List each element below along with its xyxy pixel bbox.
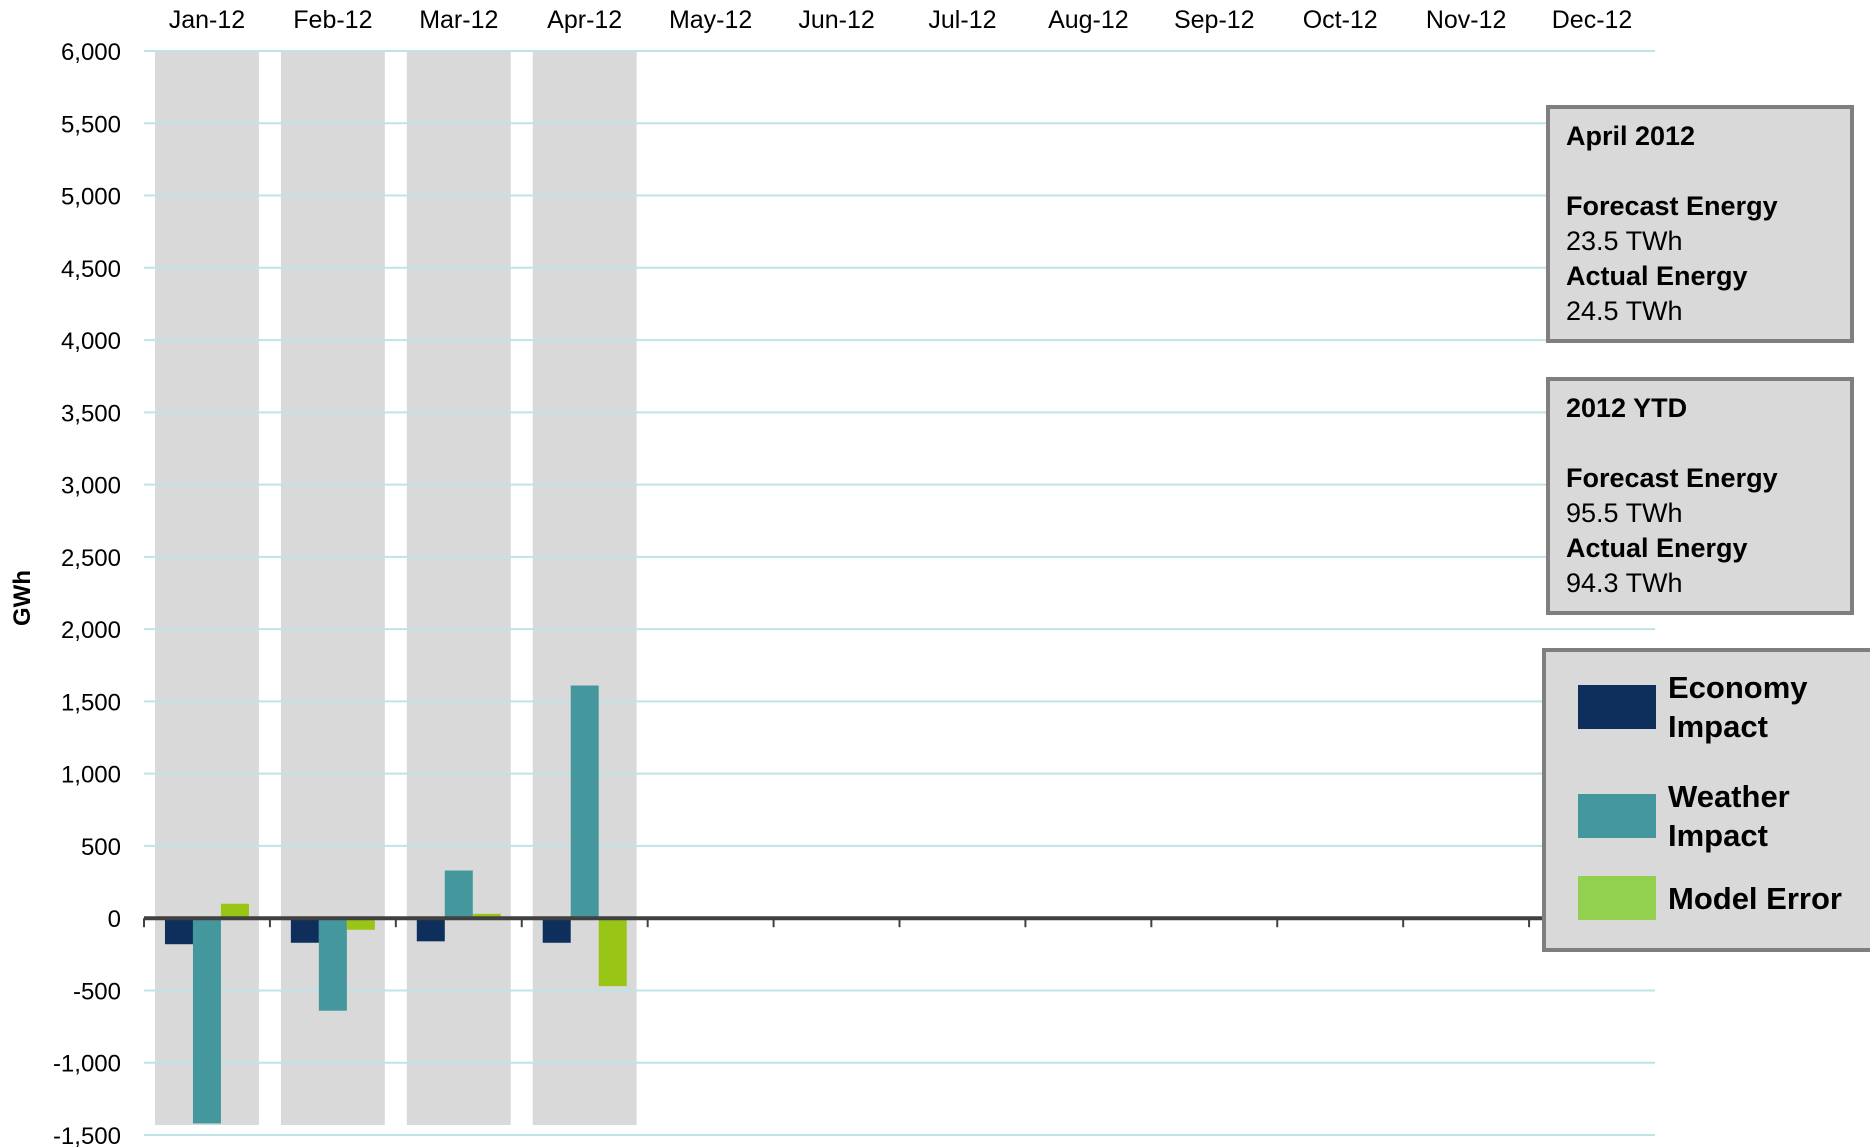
summary-spacer — [1566, 154, 1834, 189]
bar-economy-impact — [416, 918, 445, 942]
y-tick-label: 500 — [81, 834, 121, 861]
x-category-label: May-12 — [669, 6, 752, 34]
legend-label-model-error: Model Error — [1668, 880, 1842, 916]
bar-weather-impact — [570, 685, 599, 919]
y-tick-label: 1,000 — [61, 762, 121, 789]
y-tick-label: 2,500 — [61, 545, 121, 572]
bar-model-error — [598, 918, 627, 987]
actual-energy-label: Actual Energy — [1566, 533, 1748, 563]
legend-item-weather-impact: Weather Impact — [1578, 777, 1790, 855]
y-tick-label: 4,500 — [61, 256, 121, 283]
legend-label-weather-impact: Weather Impact — [1668, 779, 1790, 853]
y-tick-label: 5,000 — [61, 184, 121, 211]
x-category-label: Dec-12 — [1552, 6, 1633, 34]
summary-heading: 2012 YTD — [1566, 393, 1688, 423]
y-tick-label: 4,000 — [61, 328, 121, 355]
actual-energy-value: 24.5 TWh — [1566, 296, 1683, 326]
x-category-label: Jul-12 — [928, 6, 996, 34]
bar-weather-impact — [444, 870, 473, 919]
x-category-label: Feb-12 — [293, 6, 372, 34]
summary-heading: April 2012 — [1566, 121, 1696, 151]
x-category-label: Nov-12 — [1426, 6, 1507, 34]
y-tick-label: 5,500 — [61, 111, 121, 138]
bar-model-error — [472, 913, 501, 919]
bar-model-error — [220, 903, 249, 919]
x-category-label: Sep-12 — [1174, 6, 1255, 34]
legend-swatch-economy-impact — [1578, 685, 1656, 729]
bar-model-error — [346, 918, 375, 930]
legend-item-model-error: Model Error — [1578, 876, 1842, 920]
month-shading-layer — [155, 51, 637, 1125]
bar-economy-impact — [164, 918, 193, 945]
forecast-energy-label: Forecast Energy — [1566, 191, 1778, 221]
y-tick-label: 1,500 — [61, 689, 121, 716]
actual-energy-label: Actual Energy — [1566, 261, 1748, 291]
axes: 6,000 5,500 5,000 4,500 4,000 3,500 3,000 2,500… — [53, 6, 1656, 1147]
y-tick-label: 3,000 — [61, 473, 121, 500]
y-tick-label: -1,000 — [53, 1051, 121, 1078]
bars — [164, 685, 627, 1124]
shaded-month-panel — [406, 51, 511, 1125]
y-tick-label: 0 — [108, 906, 121, 933]
x-category-label: Jan-12 — [169, 6, 245, 34]
ytd-2012-summary-box: 2012 YTD Forecast Energy 95.5 TWh Actual… — [1546, 377, 1854, 615]
bar-economy-impact — [290, 918, 319, 943]
bar-weather-impact — [318, 918, 347, 1011]
x-category-label: Mar-12 — [419, 6, 498, 34]
summary-spacer — [1566, 426, 1834, 461]
legend-swatch-weather-impact — [1578, 794, 1656, 838]
y-tick-label: -1,500 — [53, 1123, 121, 1147]
gridlines — [144, 50, 1655, 1136]
y-tick-label: 2,000 — [61, 617, 121, 644]
april-2012-summary-box: April 2012 Forecast Energy 23.5 TWh Actu… — [1546, 105, 1854, 343]
legend-label-economy-impact: Economy Impact — [1668, 670, 1808, 744]
bar-weather-impact — [192, 918, 221, 1124]
y-tick-label: -500 — [73, 978, 121, 1005]
y-axis-title: GWh — [9, 570, 36, 626]
y-tick-label: 3,500 — [61, 400, 121, 427]
actual-energy-value: 94.3 TWh — [1566, 568, 1683, 598]
forecast-energy-value: 95.5 TWh — [1566, 498, 1683, 528]
legend-swatch-model-error — [1578, 876, 1656, 920]
x-category-label: Apr-12 — [547, 6, 622, 34]
x-category-label: Jun-12 — [798, 6, 874, 34]
y-tick-label: 6,000 — [61, 39, 121, 66]
forecast-energy-label: Forecast Energy — [1566, 463, 1778, 493]
forecast-energy-value: 23.5 TWh — [1566, 226, 1683, 256]
x-category-label: Aug-12 — [1048, 6, 1129, 34]
legend: Economy Impact Weather Impact Model Erro… — [1542, 648, 1870, 952]
bar-economy-impact — [542, 918, 571, 943]
x-category-label: Oct-12 — [1303, 6, 1378, 34]
legend-item-economy-impact: Economy Impact — [1578, 668, 1808, 746]
